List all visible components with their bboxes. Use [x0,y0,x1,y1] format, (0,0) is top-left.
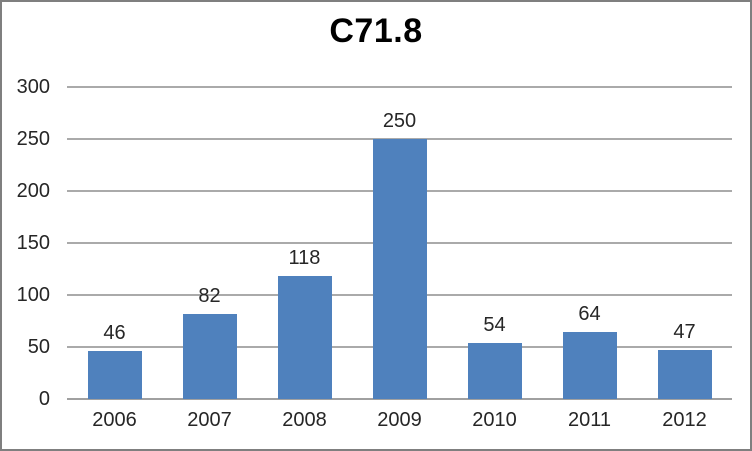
x-tick-label: 2009 [377,409,422,431]
y-tick-label: 300 [16,76,50,98]
y-tick-label: 100 [16,284,50,306]
bar [277,276,332,399]
y-tick-label: 0 [38,388,50,410]
chart-title: C71.8 [329,12,423,50]
bar [87,351,142,399]
bar [467,342,522,399]
bar [182,313,237,399]
x-tick-label: 2012 [662,409,707,431]
x-tick-label: 2010 [472,409,517,431]
bar [562,332,617,399]
bar [372,139,427,399]
x-tick-label: 2007 [187,409,232,431]
y-tick-label: 150 [16,232,50,254]
bar-value-label: 46 [103,322,126,345]
bar [657,350,712,399]
y-tick-label: 50 [27,336,50,358]
bar-value-label: 64 [578,303,601,326]
x-tick-label: 2006 [92,409,137,431]
bar-value-label: 47 [673,321,696,344]
bar-value-label: 250 [382,110,417,132]
bar-value-label: 82 [198,284,221,307]
bar-value-label: 118 [288,247,321,270]
bar-value-label: 54 [483,313,506,336]
x-tick-label: 2008 [282,409,327,431]
y-tick-label: 250 [16,128,50,150]
x-axis-line [67,398,732,400]
gridline [67,86,732,88]
x-tick-label: 2011 [567,409,611,431]
plot-area: 46 82 118 250 54 64 47 [67,86,732,400]
y-tick-label: 200 [16,180,50,202]
